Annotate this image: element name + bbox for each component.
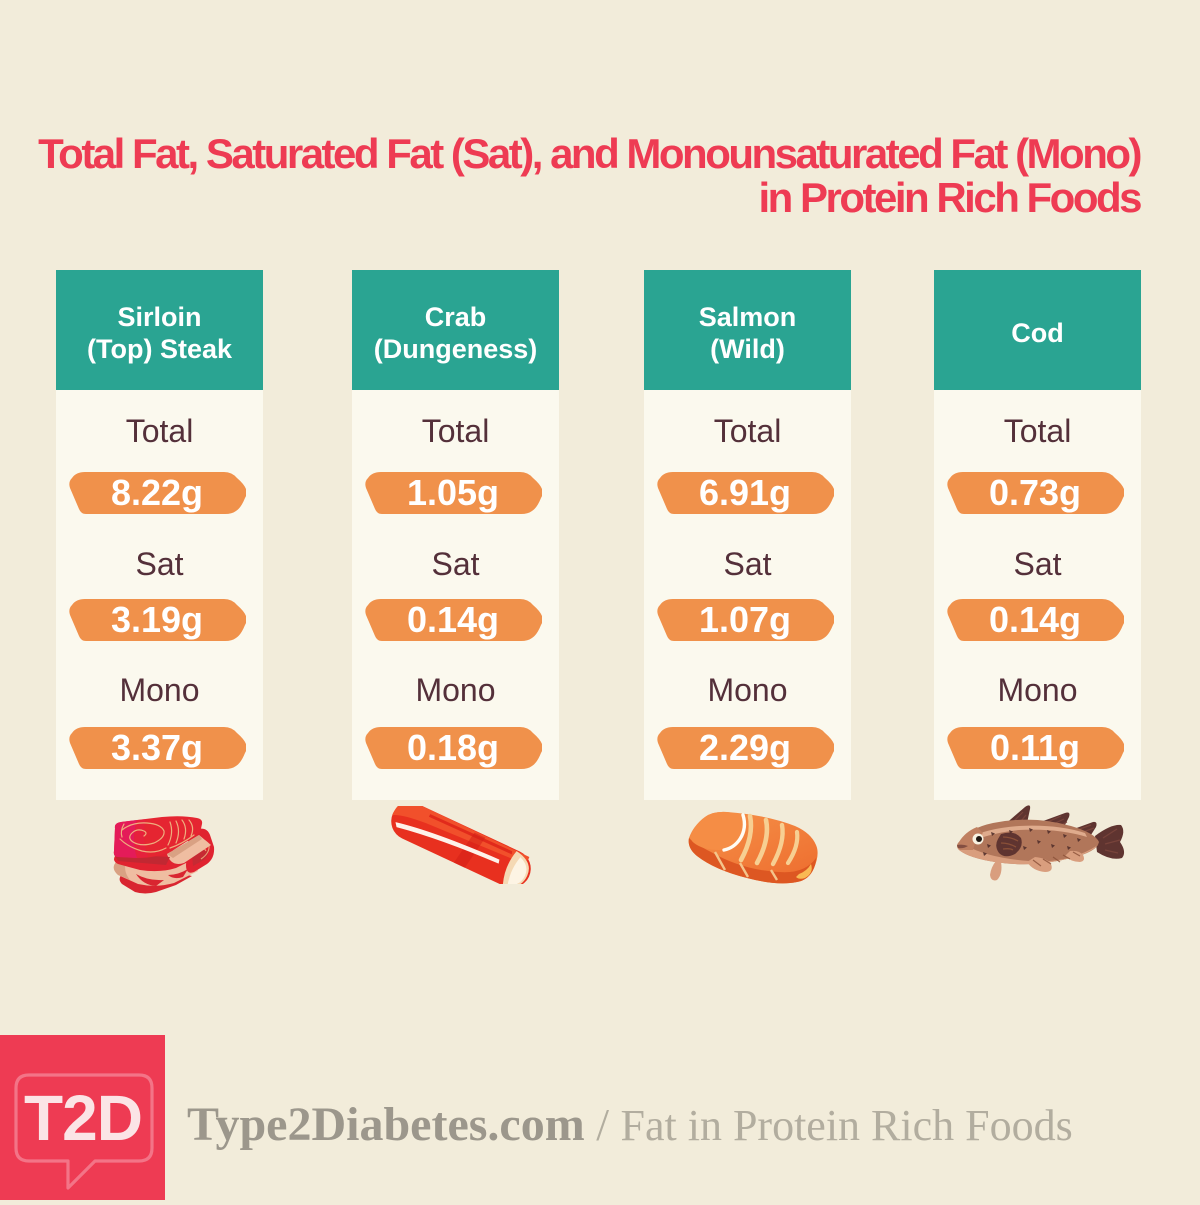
svg-text:T2D: T2D: [24, 1082, 142, 1154]
